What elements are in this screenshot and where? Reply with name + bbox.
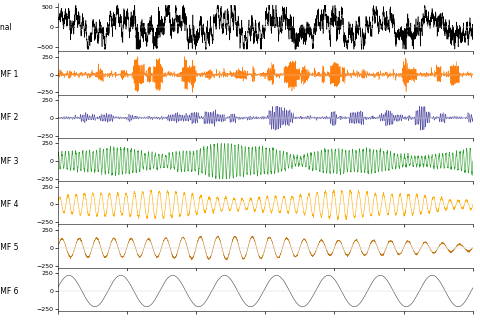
Y-axis label: IMF 5: IMF 5 (0, 243, 19, 252)
Y-axis label: IMF 3: IMF 3 (0, 156, 19, 166)
Y-axis label: IMF 6: IMF 6 (0, 286, 19, 295)
Y-axis label: IMF 1: IMF 1 (0, 70, 19, 79)
Y-axis label: Signal: Signal (0, 23, 12, 32)
Y-axis label: IMF 4: IMF 4 (0, 200, 19, 209)
Y-axis label: IMF 2: IMF 2 (0, 113, 19, 122)
